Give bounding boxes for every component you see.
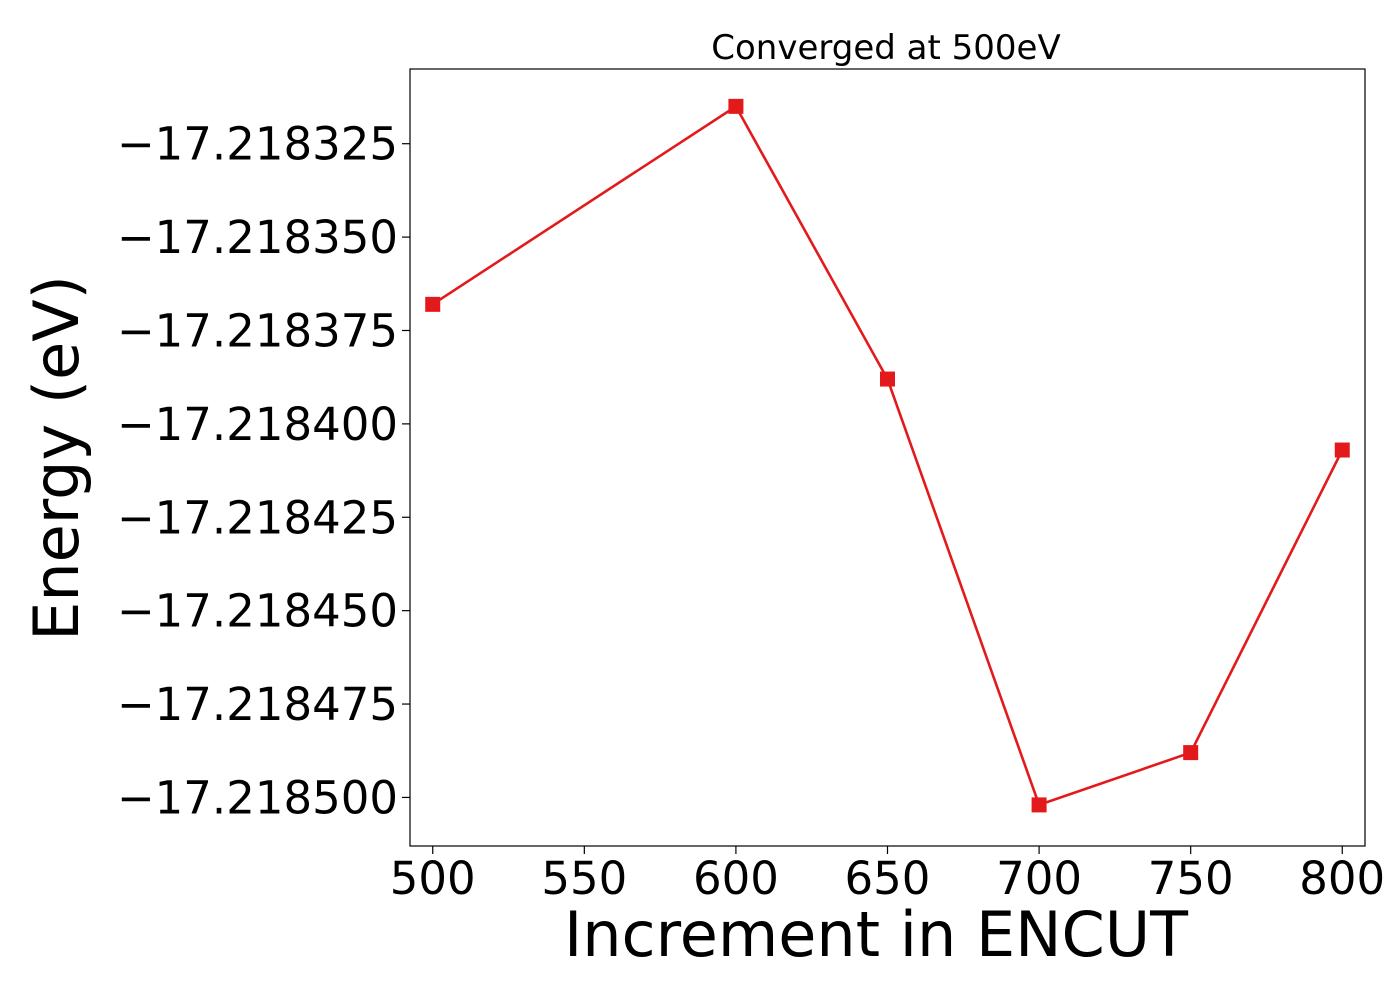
y-axis-label: Energy (eV) [20, 275, 93, 641]
series-group [425, 98, 1350, 813]
data-point-marker [1183, 745, 1199, 761]
data-point-marker [1031, 797, 1047, 813]
data-point-marker [880, 371, 895, 387]
data-point-marker [425, 296, 441, 312]
data-point-marker [728, 98, 744, 114]
y-tick-label: −17.218350 [117, 211, 398, 264]
x-tick-label: 750 [1148, 852, 1234, 905]
y-tick-label: −17.218400 [117, 398, 398, 451]
series-line [431, 104, 1344, 807]
x-tick-label: 550 [541, 852, 627, 905]
x-axis: 500 550 600 650 700 750 800 [390, 846, 1385, 905]
plot-area-frame [409, 68, 1366, 847]
data-point-marker [1334, 442, 1350, 458]
y-tick-label: −17.218450 [117, 585, 398, 638]
y-tick-label: −17.218475 [117, 678, 398, 731]
x-tick-label: 800 [1299, 852, 1385, 905]
y-tick-label: −17.218500 [117, 771, 398, 824]
x-tick-label: 500 [390, 852, 476, 905]
x-tick-label: 600 [693, 852, 779, 905]
chart-title: Converged at 500eV [711, 28, 1060, 68]
x-tick-label: 650 [845, 852, 931, 905]
y-axis: −17.218325 −17.218350 −17.218375 −17.218400… [117, 118, 410, 824]
y-tick-label: −17.218425 [117, 491, 398, 544]
y-tick-label: −17.218375 [117, 304, 398, 357]
x-axis-label: Increment in ENCUT [564, 898, 1189, 971]
x-tick-label: 700 [996, 852, 1082, 905]
y-tick-label: −17.218325 [117, 118, 398, 171]
